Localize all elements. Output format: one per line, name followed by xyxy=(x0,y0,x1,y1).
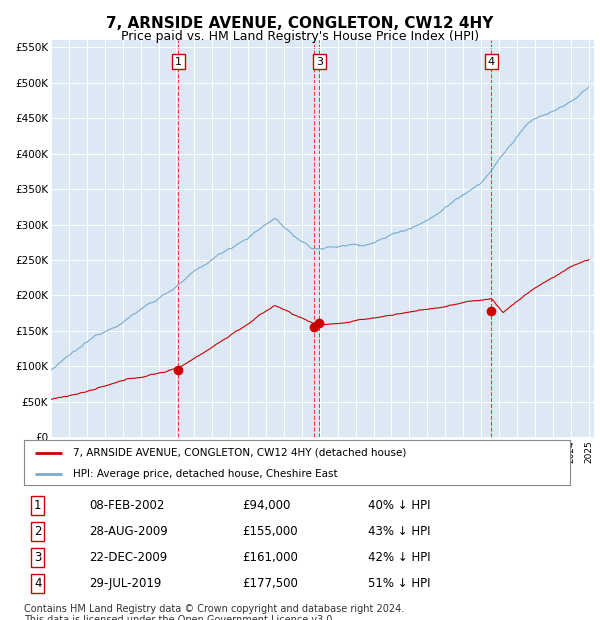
Text: 2: 2 xyxy=(34,525,41,538)
Text: 40% ↓ HPI: 40% ↓ HPI xyxy=(368,499,430,512)
Text: 4: 4 xyxy=(34,577,41,590)
Text: HPI: Average price, detached house, Cheshire East: HPI: Average price, detached house, Ches… xyxy=(73,469,338,479)
Text: 22-DEC-2009: 22-DEC-2009 xyxy=(89,551,168,564)
Text: 28-AUG-2009: 28-AUG-2009 xyxy=(89,525,168,538)
Text: £161,000: £161,000 xyxy=(242,551,298,564)
Text: 7, ARNSIDE AVENUE, CONGLETON, CW12 4HY: 7, ARNSIDE AVENUE, CONGLETON, CW12 4HY xyxy=(106,16,494,31)
Text: 43% ↓ HPI: 43% ↓ HPI xyxy=(368,525,430,538)
Text: 29-JUL-2019: 29-JUL-2019 xyxy=(89,577,162,590)
Text: Contains HM Land Registry data © Crown copyright and database right 2024.
This d: Contains HM Land Registry data © Crown c… xyxy=(24,604,404,620)
Text: £155,000: £155,000 xyxy=(242,525,298,538)
Text: 51% ↓ HPI: 51% ↓ HPI xyxy=(368,577,430,590)
Text: 7, ARNSIDE AVENUE, CONGLETON, CW12 4HY (detached house): 7, ARNSIDE AVENUE, CONGLETON, CW12 4HY (… xyxy=(73,448,407,458)
Text: 3: 3 xyxy=(34,551,41,564)
Text: 3: 3 xyxy=(316,56,323,66)
Text: £94,000: £94,000 xyxy=(242,499,291,512)
Text: 42% ↓ HPI: 42% ↓ HPI xyxy=(368,551,431,564)
Text: 1: 1 xyxy=(34,499,41,512)
Text: 4: 4 xyxy=(488,56,495,66)
Text: 1: 1 xyxy=(175,56,182,66)
Text: Price paid vs. HM Land Registry's House Price Index (HPI): Price paid vs. HM Land Registry's House … xyxy=(121,30,479,43)
Text: £177,500: £177,500 xyxy=(242,577,298,590)
Text: 08-FEB-2002: 08-FEB-2002 xyxy=(89,499,165,512)
